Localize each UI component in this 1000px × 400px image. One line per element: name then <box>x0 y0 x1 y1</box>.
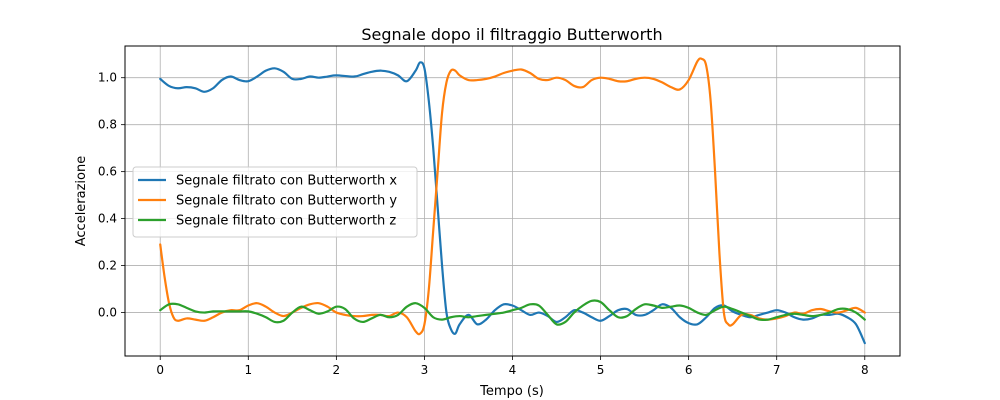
legend-label-x: Segnale filtrato con Butterworth x <box>176 174 397 189</box>
legend-label-y: Segnale filtrato con Butterworth y <box>176 194 397 209</box>
y-tick-label: 1.0 <box>98 71 117 85</box>
x-axis-label: Tempo (s) <box>479 384 544 399</box>
y-tick-label: 0.8 <box>98 118 117 132</box>
legend: Segnale filtrato con Butterworth x Segnal… <box>133 167 417 237</box>
x-tick-label: 3 <box>421 363 429 377</box>
chart-title: Segnale dopo il filtraggio Butterworth <box>361 25 662 44</box>
y-tick-label: 0.0 <box>98 306 117 320</box>
y-tick-label: 0.2 <box>98 259 117 273</box>
legend-label-z: Segnale filtrato con Butterworth z <box>176 214 396 229</box>
x-tick-label: 0 <box>156 363 164 377</box>
x-tick-label: 2 <box>333 363 341 377</box>
x-tick-label: 7 <box>773 363 781 377</box>
x-tick-label: 8 <box>861 363 869 377</box>
x-tick-label: 5 <box>597 363 605 377</box>
x-tick-label: 6 <box>685 363 693 377</box>
y-tick-label: 0.6 <box>98 165 117 179</box>
x-tick-label: 1 <box>244 363 252 377</box>
y-axis-label: Accelerazione <box>74 156 89 247</box>
y-tick-label: 0.4 <box>98 212 117 226</box>
x-tick-label: 4 <box>509 363 517 377</box>
